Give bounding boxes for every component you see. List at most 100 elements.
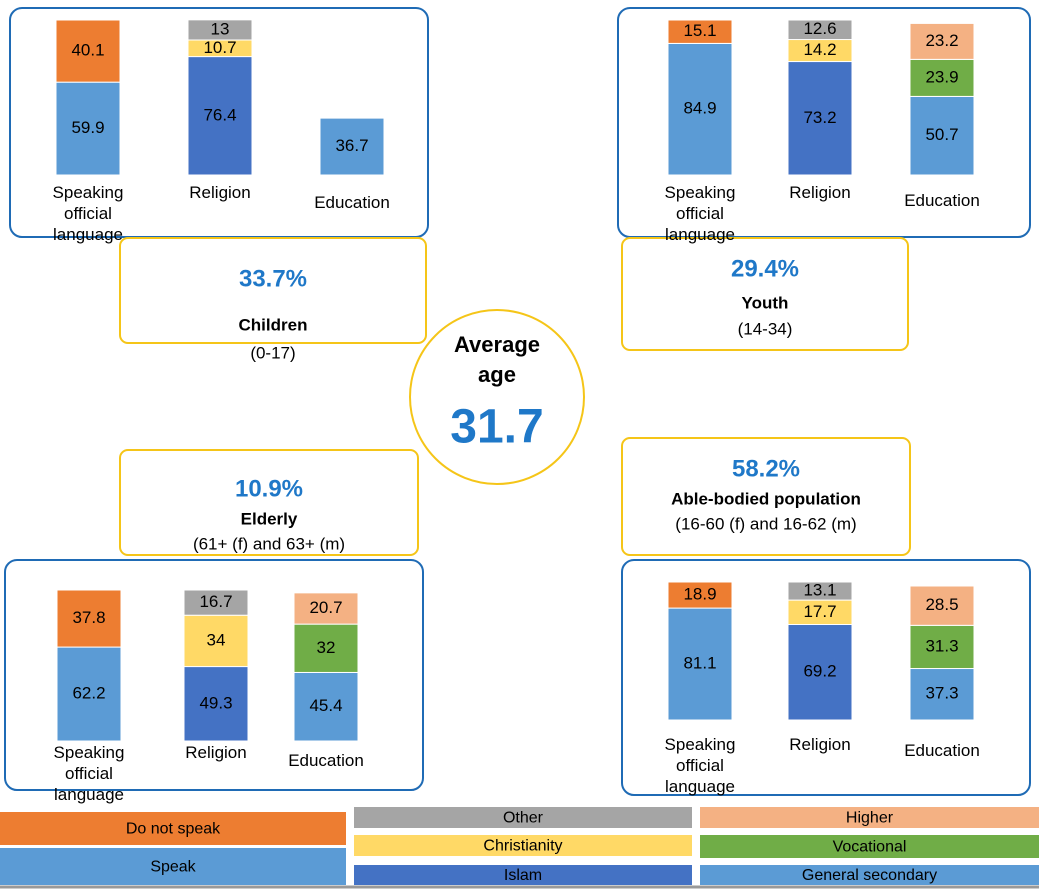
data-label: 40.1 xyxy=(71,41,104,60)
bar-segment xyxy=(787,581,853,601)
center-circle xyxy=(409,309,585,485)
bar-segment xyxy=(667,581,733,609)
data-label: 15.1 xyxy=(683,21,716,40)
group-label: Children xyxy=(239,315,308,334)
data-label: 28.5 xyxy=(925,595,958,614)
bar-segment xyxy=(183,666,249,742)
center-value: 31.7 xyxy=(450,401,543,454)
bar-segment xyxy=(787,61,853,176)
data-label: 59.9 xyxy=(71,118,104,137)
category-label: Religion xyxy=(189,183,251,202)
bar-segment xyxy=(183,589,249,616)
legend-swatch xyxy=(354,835,692,856)
legend-label: Speak xyxy=(150,859,196,876)
category-label: Education xyxy=(904,191,980,210)
legend-swatch xyxy=(700,865,1039,885)
bar-segment xyxy=(55,81,121,176)
bar-segment xyxy=(293,623,359,673)
legend-swatch xyxy=(354,807,692,828)
bar-segment xyxy=(55,19,121,83)
legend-swatch xyxy=(0,848,346,885)
bar-segment xyxy=(909,668,975,721)
legend-swatch xyxy=(700,807,1039,828)
group-range: (61+ (f) and 63+ (m) xyxy=(193,534,345,553)
bar-segment xyxy=(183,614,249,668)
bar-segment xyxy=(787,19,853,41)
data-label: 10.7 xyxy=(203,38,236,57)
group-range: (0-17) xyxy=(250,343,295,362)
legend-label: Higher xyxy=(846,810,894,827)
group-range: (14-34) xyxy=(738,319,793,338)
group-box xyxy=(119,449,419,556)
data-label: 45.4 xyxy=(309,696,342,715)
data-label: 84.9 xyxy=(683,99,716,118)
legend-label: Other xyxy=(503,810,544,827)
group-label: Youth xyxy=(742,293,789,312)
category-label: Religion xyxy=(185,743,247,762)
bar-segment xyxy=(667,607,733,721)
category-label: Speaking official language xyxy=(664,735,736,796)
data-label: 62.2 xyxy=(72,684,105,703)
bar-segment xyxy=(56,589,122,648)
data-label: 37.8 xyxy=(72,608,105,627)
bar-segment xyxy=(667,19,733,44)
category-label: Religion xyxy=(789,183,851,202)
group-share: 29.4% xyxy=(731,255,799,282)
legend-swatch xyxy=(354,865,692,885)
group-box xyxy=(119,237,427,344)
data-label: 73.2 xyxy=(803,108,836,127)
category-label: Education xyxy=(904,741,980,760)
data-label: 14.2 xyxy=(803,40,836,59)
bar-segment xyxy=(293,592,359,625)
group-box xyxy=(621,437,911,556)
legend-swatch xyxy=(0,812,346,845)
data-label: 16.7 xyxy=(199,592,232,611)
group-range: (16-60 (f) and 16-62 (m) xyxy=(675,514,856,533)
bar-segment xyxy=(187,19,253,41)
data-label: 32 xyxy=(317,638,336,657)
bar-segment xyxy=(909,95,975,176)
category-label: Speaking official language xyxy=(53,743,125,804)
legend-label: Islam xyxy=(504,867,542,884)
bar-segment xyxy=(909,58,975,97)
bar-segment xyxy=(909,22,975,60)
group-share: 10.9% xyxy=(235,475,303,502)
category-label: Speaking official language xyxy=(52,183,124,244)
panel-frame xyxy=(621,559,1031,796)
group-share: 58.2% xyxy=(732,455,800,482)
data-label: 36.7 xyxy=(335,136,368,155)
legend-label: Do not speak xyxy=(126,821,221,838)
data-label: 20.7 xyxy=(309,598,342,617)
data-label: 12.6 xyxy=(803,19,836,38)
data-label: 23.2 xyxy=(925,31,958,50)
data-label: 18.9 xyxy=(683,585,716,604)
data-label: 34 xyxy=(207,630,226,649)
data-label: 76.4 xyxy=(203,105,236,124)
bar-segment xyxy=(187,56,253,176)
center-title-box: Average age xyxy=(453,332,540,387)
group-label: Able-bodied population xyxy=(671,489,861,508)
category-label: Education xyxy=(288,751,364,770)
data-label: 13 xyxy=(211,19,230,38)
group-share: 33.7% xyxy=(239,265,307,292)
data-label: 49.3 xyxy=(199,693,232,712)
bar-segment xyxy=(293,671,359,742)
legend-swatch xyxy=(700,835,1039,858)
data-label: 81.1 xyxy=(683,654,716,673)
data-label: 37.3 xyxy=(925,684,958,703)
data-label: 31.3 xyxy=(925,636,958,655)
data-label: 50.7 xyxy=(925,125,958,144)
bar-segment xyxy=(909,585,975,626)
legend-label: Vocational xyxy=(833,839,907,856)
center-title: Average age xyxy=(453,332,540,387)
data-label: 17.7 xyxy=(803,602,836,621)
legend-label: General secondary xyxy=(802,867,937,884)
group-box xyxy=(621,237,909,351)
panel-frame xyxy=(4,559,424,791)
category-label: Education xyxy=(314,193,390,212)
bar-segment xyxy=(56,646,122,742)
group-label: Elderly xyxy=(241,509,298,528)
category-label: Religion xyxy=(789,735,851,754)
